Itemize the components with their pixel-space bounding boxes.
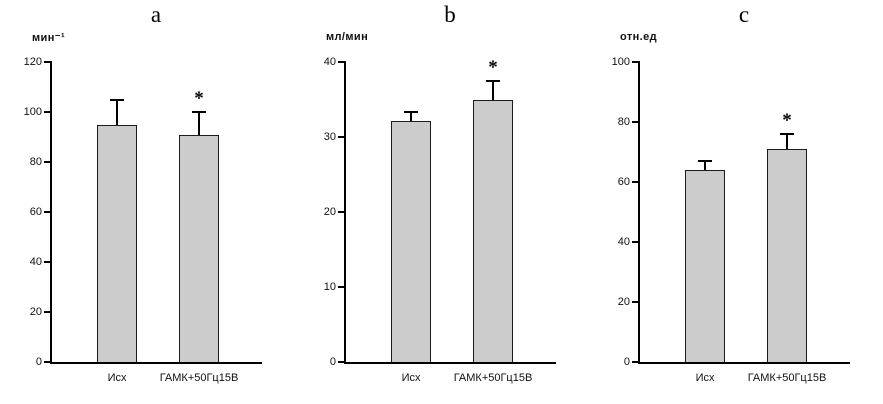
- error-bar-cap: [110, 98, 125, 101]
- y-axis-tick: [338, 211, 346, 213]
- error-bar: [116, 99, 119, 125]
- significance-marker: *: [488, 56, 498, 78]
- y-axis-tick: [338, 61, 346, 63]
- error-bar: [410, 111, 413, 121]
- error-bar: [786, 134, 788, 149]
- x-axis-category-label: ГАМК+50Гц15В: [747, 372, 827, 384]
- bar-baseline: [685, 170, 726, 362]
- y-axis-tick: [632, 361, 640, 363]
- y-axis-tick-label: 20: [29, 306, 42, 319]
- y-axis-tick: [632, 241, 640, 243]
- y-axis-tick: [338, 136, 346, 138]
- y-axis-tick-label: 40: [29, 256, 42, 269]
- y-axis-tick: [44, 311, 52, 314]
- y-axis-tick: [632, 301, 640, 303]
- chart-panel-b: мл/мин b 0 10 20 30 40 Исх ГАМК+50Гц15В *: [294, 0, 588, 404]
- y-axis-tick: [44, 261, 52, 264]
- plot-area-b: 0 10 20 30 40 Исх ГАМК+50Гц15В *: [324, 56, 556, 384]
- x-axis-category-label: Исх: [107, 372, 127, 384]
- error-bar-cap: [486, 79, 500, 82]
- y-axis-tick: [338, 361, 346, 363]
- x-axis-category-label: Исх: [401, 372, 421, 384]
- error-bar: [704, 161, 707, 170]
- error-bar-cap: [698, 160, 713, 162]
- y-axis-tick-label: 100: [23, 106, 42, 118]
- y-axis-tick: [632, 61, 640, 63]
- significance-marker: *: [782, 110, 792, 131]
- error-bar-cap: [780, 133, 794, 135]
- y-axis-tick: [632, 181, 640, 183]
- x-axis-category-label: ГАМК+50Гц15В: [159, 372, 239, 384]
- y-axis-tick-label: 40: [323, 56, 336, 68]
- y-axis-tick-label: 30: [323, 131, 336, 143]
- error-bar: [198, 112, 200, 135]
- bar-treatment: [767, 149, 807, 362]
- chart-panel-a: мин⁻¹ a 0 20 40 60 80 100 120 Исх ГАМК+50Гц15В *: [0, 0, 294, 404]
- y-axis-tick-label: 0: [329, 356, 336, 368]
- y-axis-tick: [44, 161, 52, 164]
- y-axis-tick-label: 20: [617, 296, 630, 308]
- y-axis-tick: [44, 111, 52, 113]
- y-axis-tick: [44, 361, 52, 363]
- y-axis-tick: [44, 61, 52, 63]
- y-axis-tick-label: 0: [35, 356, 42, 368]
- error-bar: [492, 80, 494, 100]
- error-bar-cap: [404, 110, 419, 113]
- bar-treatment: [473, 99, 513, 362]
- y-axis-tick: [632, 121, 640, 123]
- y-axis-tick-label: 40: [617, 236, 630, 248]
- y-axis-tick-label: 120: [23, 56, 42, 68]
- bar-baseline: [97, 124, 138, 362]
- panel-letter: c: [738, 2, 750, 27]
- panel-letter: b: [444, 2, 456, 27]
- y-axis-tick-label: 60: [617, 176, 630, 188]
- y-axis-tick-label: 100: [611, 56, 630, 68]
- y-axis-tick-label: 60: [29, 206, 42, 218]
- y-axis-tick-label: 80: [29, 156, 42, 169]
- chart-panel-c: отн.ед c 0 20 40 60 80 100 Исх ГАМК+50Гц15В *: [588, 0, 882, 404]
- y-axis-unit-label: мл/мин: [326, 31, 369, 43]
- y-axis-unit-label: отн.ед: [620, 31, 658, 43]
- x-axis-category-label: Исх: [695, 372, 715, 384]
- y-axis-tick-label: 0: [623, 356, 630, 368]
- bar-baseline: [391, 120, 432, 362]
- significance-marker: *: [194, 88, 204, 109]
- y-axis-tick-label: 20: [323, 206, 336, 218]
- y-axis-unit-label: мин⁻¹: [32, 32, 66, 44]
- bar-treatment: [179, 134, 219, 362]
- x-axis-category-label: ГАМК+50Гц15В: [453, 372, 533, 384]
- plot-area-a: 0 20 40 60 80 100 120 Исх ГАМК+50Гц15В *: [24, 56, 262, 384]
- panel-letter: a: [150, 2, 162, 27]
- y-axis-tick-label: 10: [323, 281, 336, 293]
- plot-area-c: 0 20 40 60 80 100 Исх ГАМК+50Гц15В *: [612, 56, 850, 384]
- y-axis-tick: [338, 286, 346, 288]
- y-axis-tick-label: 80: [617, 116, 630, 128]
- y-axis-tick: [44, 211, 52, 213]
- error-bar-cap: [192, 111, 206, 113]
